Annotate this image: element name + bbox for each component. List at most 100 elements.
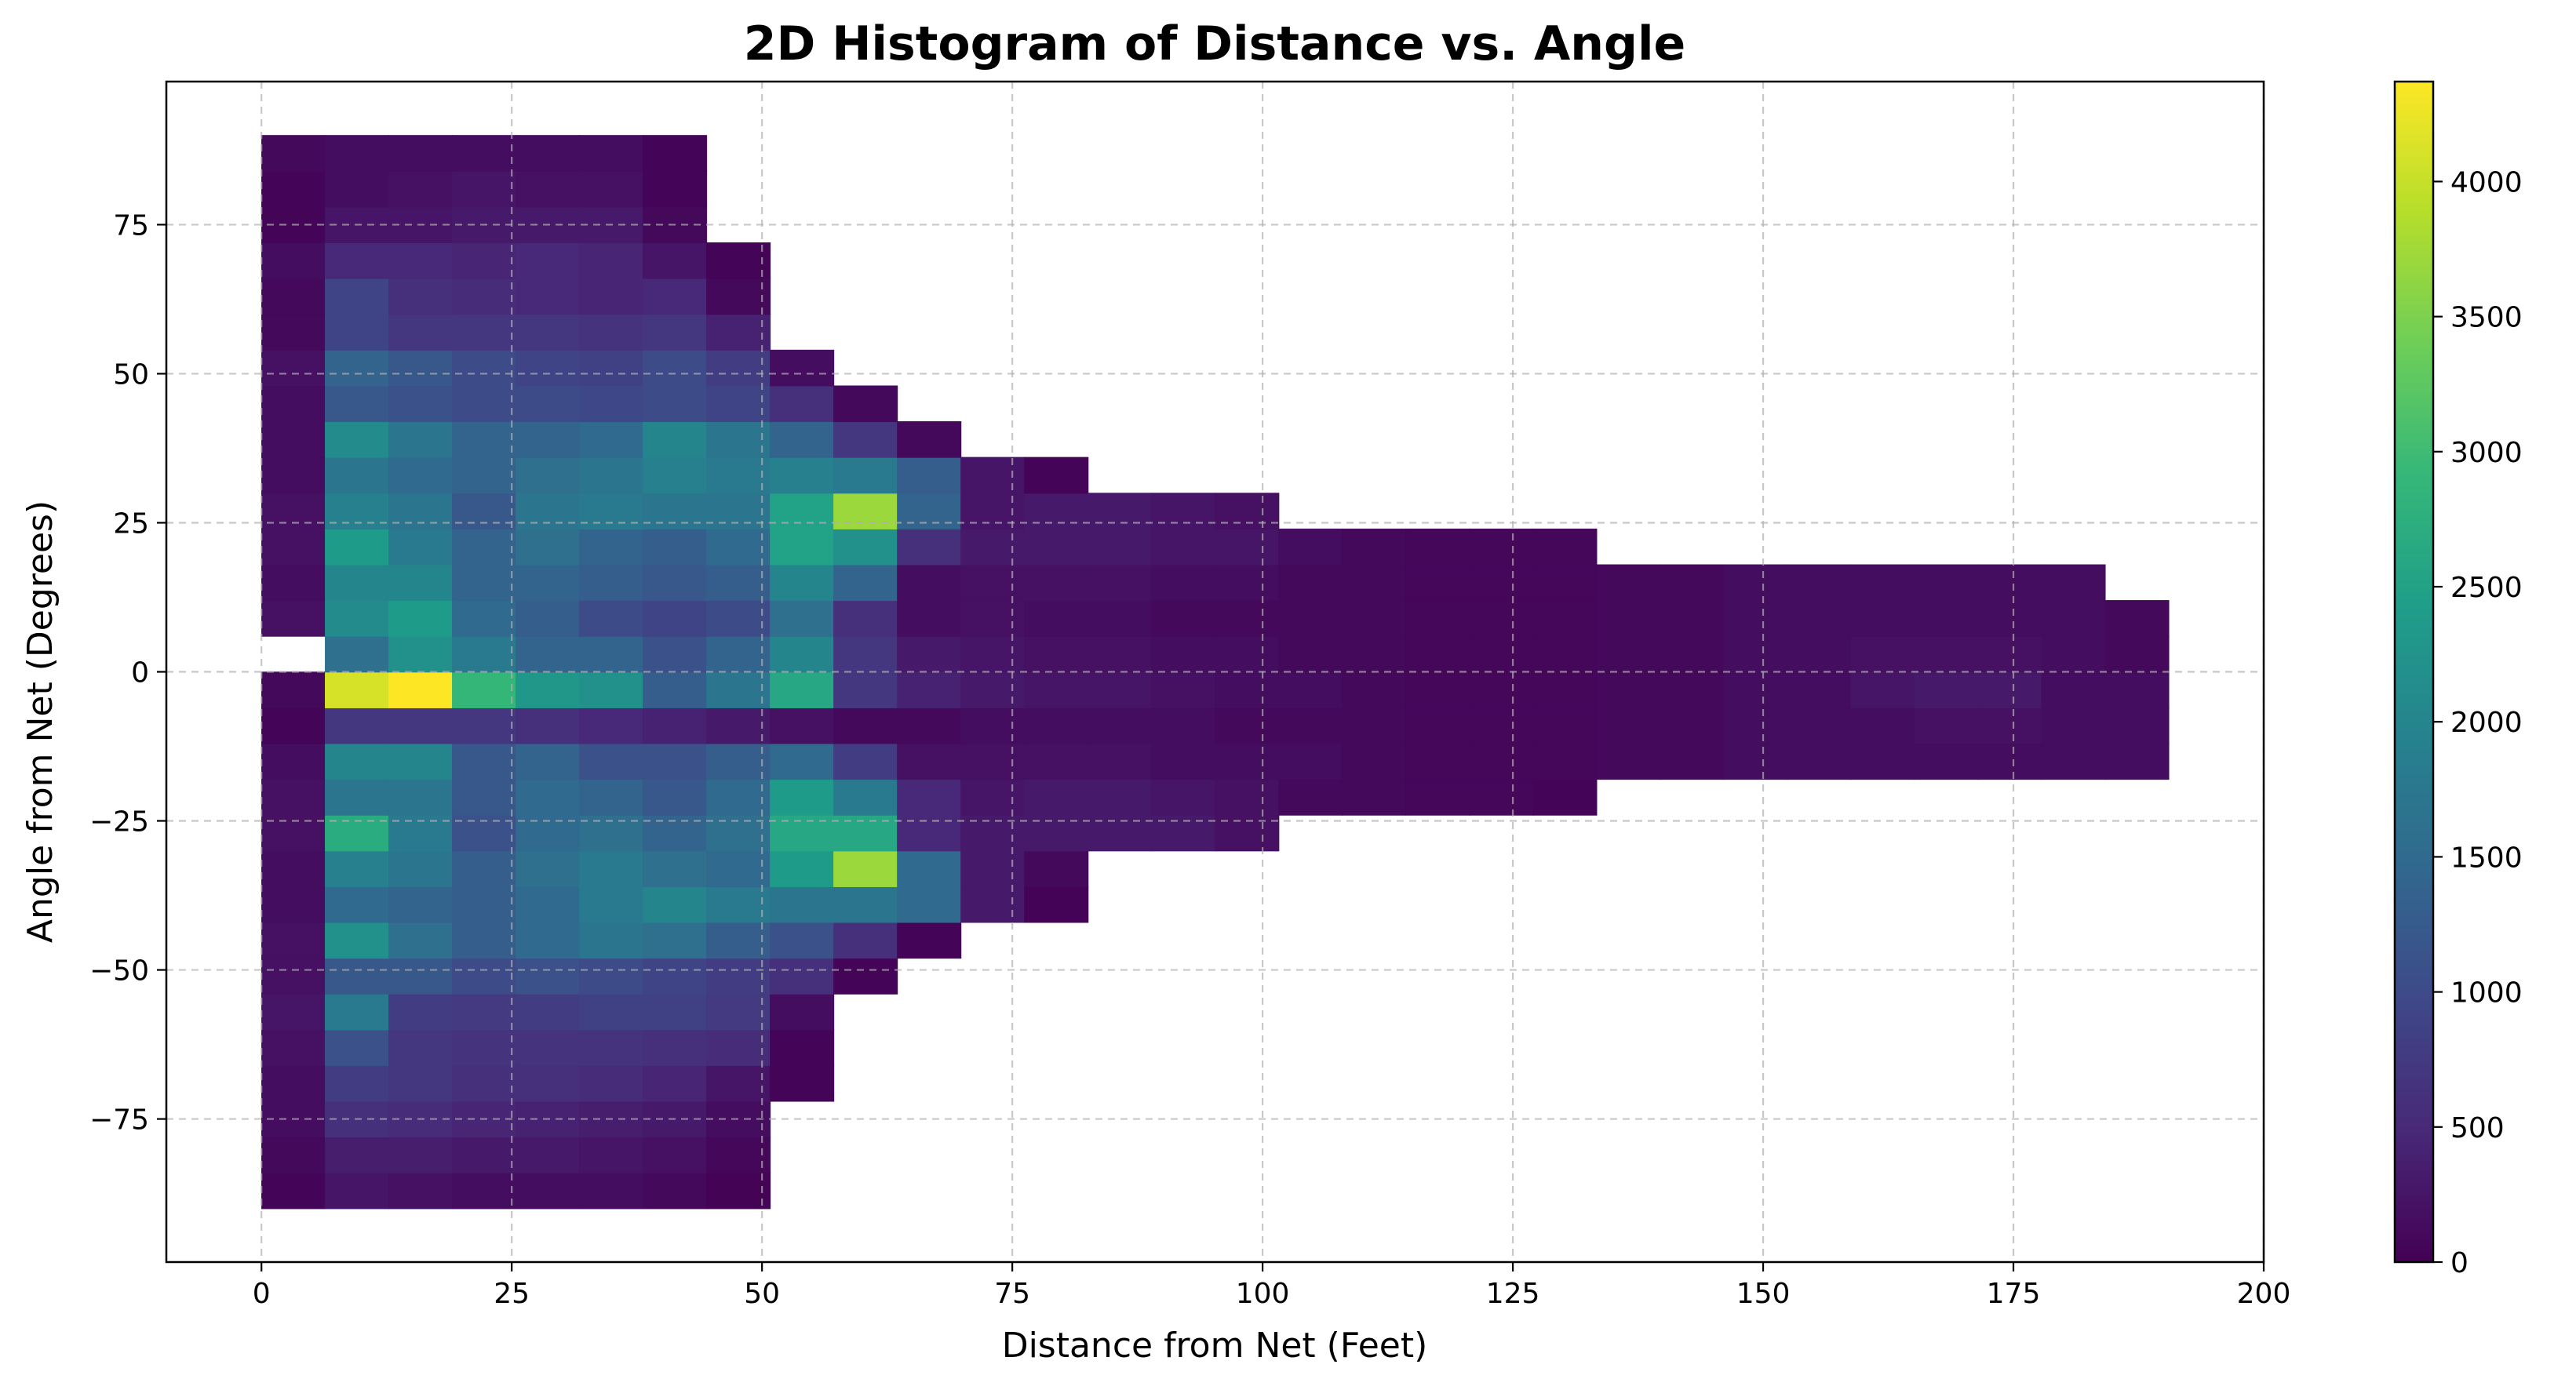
heatmap-cell (579, 993, 644, 1031)
heatmap-cell (388, 1172, 454, 1210)
heatmap-cell (706, 1172, 771, 1210)
heatmap-cell (833, 850, 898, 887)
heatmap-cell (2041, 743, 2106, 780)
heatmap-cell (770, 349, 835, 387)
heatmap-cell (643, 779, 708, 816)
heatmap-cell (1215, 707, 1280, 744)
heatmap-cell (1469, 528, 1534, 566)
heatmap-cell (579, 886, 644, 923)
heatmap-cell (706, 385, 771, 423)
heatmap-cell (516, 278, 581, 315)
heatmap-cell (643, 528, 708, 566)
heatmap-cell (579, 635, 644, 673)
heatmap-cell (1723, 564, 1788, 602)
heatmap-cell (1151, 493, 1216, 529)
x-tick-label: 25 (494, 1278, 530, 1310)
heatmap-cell (2041, 635, 2106, 673)
heatmap-cell (1024, 850, 1089, 887)
heatmap-cell (388, 886, 454, 923)
heatmap-cell (770, 671, 835, 708)
heatmap-cell (388, 779, 454, 816)
heatmap-cell (1278, 528, 1343, 566)
heatmap-cell (325, 1029, 390, 1066)
heatmap-cell (325, 743, 390, 780)
heatmap-cell (1850, 635, 1915, 673)
heatmap-cell (516, 850, 581, 887)
heatmap-cell (1914, 707, 1979, 744)
heatmap-cell (325, 1137, 390, 1173)
heatmap-cell (1977, 564, 2042, 602)
heatmap-cell (388, 958, 454, 995)
heatmap-cell (261, 743, 326, 780)
heatmap-cell (897, 779, 962, 816)
heatmap-cell (1088, 671, 1153, 708)
heatmap-cell (516, 671, 581, 708)
heatmap-cell (770, 1064, 835, 1102)
heatmap-cell (643, 349, 708, 387)
heatmap-cell (261, 922, 326, 959)
heatmap-cell (1723, 743, 1788, 780)
heatmap-cell (325, 493, 390, 529)
heatmap-cell (706, 850, 771, 887)
heatmap-cell (1151, 528, 1216, 566)
heatmap-cell (706, 600, 771, 637)
heatmap-cell (1405, 779, 1470, 816)
heatmap-cell (516, 457, 581, 494)
x-axis-ticks: 0 25 50 75 100 125 150 175 200 (253, 1262, 2290, 1310)
heatmap-cell (1405, 671, 1470, 708)
heatmap-cell (1024, 671, 1089, 708)
heatmap-cell (261, 1137, 326, 1173)
heatmap-cell (1088, 493, 1153, 529)
heatmap-cell (833, 635, 898, 673)
heatmap-cell (452, 564, 517, 602)
heatmap-cell (1278, 671, 1343, 708)
heatmap-cell (1215, 564, 1280, 602)
heatmap-cell (261, 493, 326, 529)
heatmap-cell (1787, 671, 1852, 708)
heatmap-cell (1596, 707, 1661, 744)
heatmap-cell (643, 170, 708, 208)
heatmap-cell (1532, 528, 1598, 566)
heatmap-cell (960, 886, 1026, 923)
heatmap-cell (1342, 635, 1407, 673)
heatmap-cell (1215, 743, 1280, 780)
heatmap-cell (325, 922, 390, 959)
heatmap-cell (325, 457, 390, 494)
heatmap-cell (452, 1064, 517, 1102)
heatmap-cell (452, 278, 517, 315)
heatmap-cell (1342, 743, 1407, 780)
y-tick-label: −25 (89, 806, 149, 839)
heatmap-cell (1215, 600, 1280, 637)
heatmap-cell (579, 1064, 644, 1102)
heatmap-cell (452, 385, 517, 423)
heatmap-cell (1151, 671, 1216, 708)
heatmap-cell (643, 1029, 708, 1066)
heatmap-cell (579, 457, 644, 494)
heatmap-cell (452, 993, 517, 1031)
heatmap-cell (1914, 671, 1979, 708)
heatmap-cell (261, 564, 326, 602)
heatmap-cell (833, 779, 898, 816)
heatmap-cell (388, 635, 454, 673)
heatmap-cell (1532, 779, 1598, 816)
heatmap-cell (960, 635, 1026, 673)
heatmap-cell (1024, 600, 1089, 637)
heatmap-cell (261, 457, 326, 494)
x-tick-label: 50 (744, 1278, 780, 1310)
heatmap-cell (833, 671, 898, 708)
heatmap-cell (960, 493, 1026, 529)
heatmap-cell (325, 993, 390, 1031)
heatmap-cell (388, 135, 454, 172)
heatmap-cell (516, 242, 581, 279)
x-tick-label: 0 (253, 1278, 271, 1310)
heatmap-cell (1088, 743, 1153, 780)
heatmap-cell (452, 314, 517, 351)
chart-title: 2D Histogram of Distance vs. Angle (744, 16, 1685, 71)
heatmap-cell (1850, 564, 1915, 602)
heatmap-cell (388, 707, 454, 744)
heatmap-cell (960, 528, 1026, 566)
heatmap-cell (579, 242, 644, 279)
heatmap-cell (1850, 707, 1915, 744)
heatmap-cell (833, 922, 898, 959)
heatmap-cell (643, 1137, 708, 1173)
